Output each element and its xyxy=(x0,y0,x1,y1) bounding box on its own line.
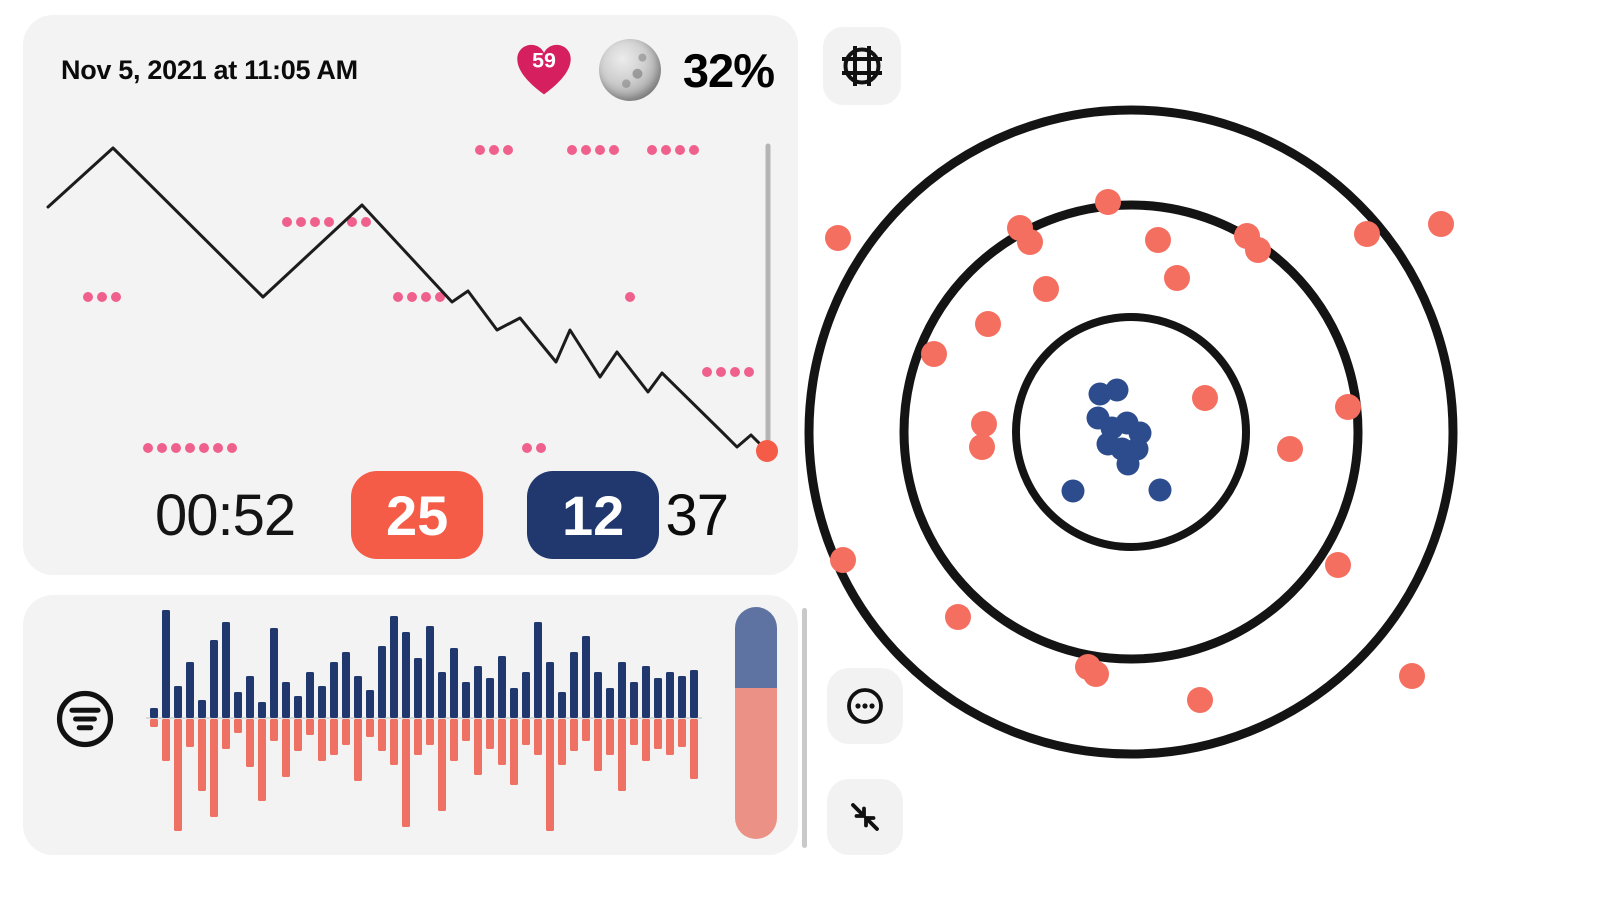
heart-icon: 59 xyxy=(517,44,571,95)
grid-view-button[interactable] xyxy=(823,27,901,105)
shot-timeline-card xyxy=(23,595,798,855)
filter-button[interactable] xyxy=(53,687,117,751)
collapse-button[interactable] xyxy=(827,779,903,855)
ratio-salmon-segment xyxy=(735,688,777,839)
session-line-chart[interactable] xyxy=(23,15,798,575)
blue-count-pill[interactable]: 12 xyxy=(527,471,660,559)
filter-icon xyxy=(56,690,114,748)
grid-globe-icon xyxy=(842,46,882,86)
recovery-percent: 32% xyxy=(682,43,775,97)
scrollbar[interactable] xyxy=(802,608,807,848)
heart-rate-badge: 59 xyxy=(513,41,575,99)
session-summary-card: Nov 5, 2021 at 11:05 AM 59 32% 00:52 25 … xyxy=(23,15,798,575)
moon-phase-icon xyxy=(598,39,661,101)
collapse-arrows-icon xyxy=(851,803,879,831)
summary-footer: 00:52 25 12 37 xyxy=(23,471,798,559)
more-options-button[interactable] xyxy=(827,668,903,744)
heart-rate-value: 59 xyxy=(532,49,556,73)
red-count-pill[interactable]: 25 xyxy=(351,471,484,559)
ratio-indicator xyxy=(735,607,777,839)
ellipsis-circle-icon xyxy=(847,688,883,724)
elapsed-time: 00:52 xyxy=(155,482,296,548)
target-chart xyxy=(804,105,1458,759)
summary-header: Nov 5, 2021 at 11:05 AM 59 32% xyxy=(23,15,798,101)
ratio-blue-segment xyxy=(735,607,777,689)
session-datetime: Nov 5, 2021 at 11:05 AM xyxy=(61,54,358,85)
shot-bars-chart xyxy=(146,610,702,831)
total-count: 37 xyxy=(665,482,729,548)
